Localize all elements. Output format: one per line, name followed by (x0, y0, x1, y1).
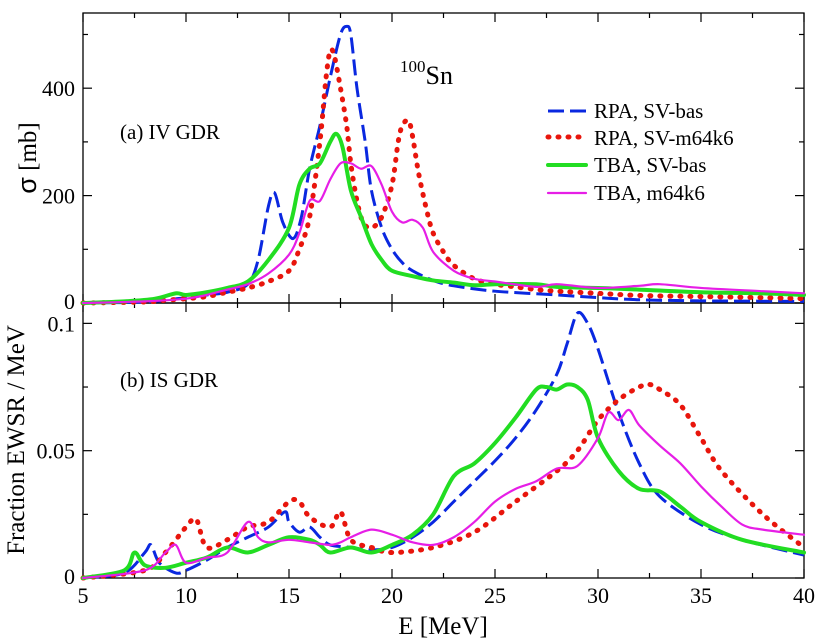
x-tick-label: 10 (175, 583, 197, 608)
sigma-symbol: σ (12, 177, 42, 194)
panel-a-y-tick-label: 0 (64, 289, 75, 314)
panel-b-y-tick-label: 0 (64, 564, 75, 589)
x-tick-label: 35 (690, 583, 712, 608)
x-axis-label: E [MeV] (398, 613, 488, 640)
panel-a-series-rpa-sv-bas (82, 24, 805, 305)
x-tick-labels: 5 10 15 20 25 30 35 40 (78, 583, 816, 608)
x-tick-label: 5 (78, 583, 89, 608)
panel-a-plot (80, 24, 807, 306)
panel-a-series-rpa-sv-m64k6 (80, 46, 807, 306)
nucleus-annotation: 100Sn (400, 57, 453, 90)
panel-b-frame (82, 302, 805, 579)
panel-a-y-axis-unit: [mb] (15, 122, 42, 177)
x-tick-label: 30 (587, 583, 609, 608)
panel-a-y-tick-label: 400 (42, 76, 75, 101)
panel-a-series-tba-m64k6 (81, 160, 806, 305)
panel-b-series-tba-m64k6 (81, 408, 806, 580)
panel-a-y-tick-label: 200 (42, 184, 75, 209)
legend-text-tba-m64k6: TBA, m64k6 (594, 181, 705, 205)
x-tick-label: 25 (484, 583, 506, 608)
panel-b-y-tick-label: 0.1 (48, 311, 76, 336)
panel-b-y-tick-labels: 0 0.05 0.1 (37, 311, 76, 589)
legend-text-tba-sv-bas: TBA, SV-bas (594, 153, 706, 177)
panel-a-y-axis-label: σ [mb] (12, 122, 42, 194)
x-tick-label: 20 (381, 583, 403, 608)
panel-a-y-tick-labels: 0 200 400 (42, 76, 75, 314)
panel-b-label: (b) IS GDR (120, 368, 218, 392)
nucleus-mass-number: 100 (400, 57, 426, 76)
nucleus-element: Sn (426, 61, 453, 90)
legend-text-rpa-sv-bas: RPA, SV-bas (594, 99, 703, 123)
panel-b-plot (80, 310, 807, 581)
panel-b-series-rpa-sv-bas (82, 310, 805, 580)
panel-b-y-axis-label: Fraction EWSR / MeV (3, 325, 30, 555)
panel-b-y-tick-label: 0.05 (37, 439, 76, 464)
x-tick-label: 40 (793, 583, 815, 608)
panel-a-series-tba-sv-bas (81, 131, 806, 305)
legend: RPA, SV-bas RPA, SV-m64k6 TBA, SV-bas TB… (545, 99, 734, 205)
legend-text-rpa-sv-m64k6: RPA, SV-m64k6 (594, 126, 734, 150)
x-tick-label: 15 (278, 583, 300, 608)
panel-a-label: (a) IV GDR (120, 120, 220, 144)
